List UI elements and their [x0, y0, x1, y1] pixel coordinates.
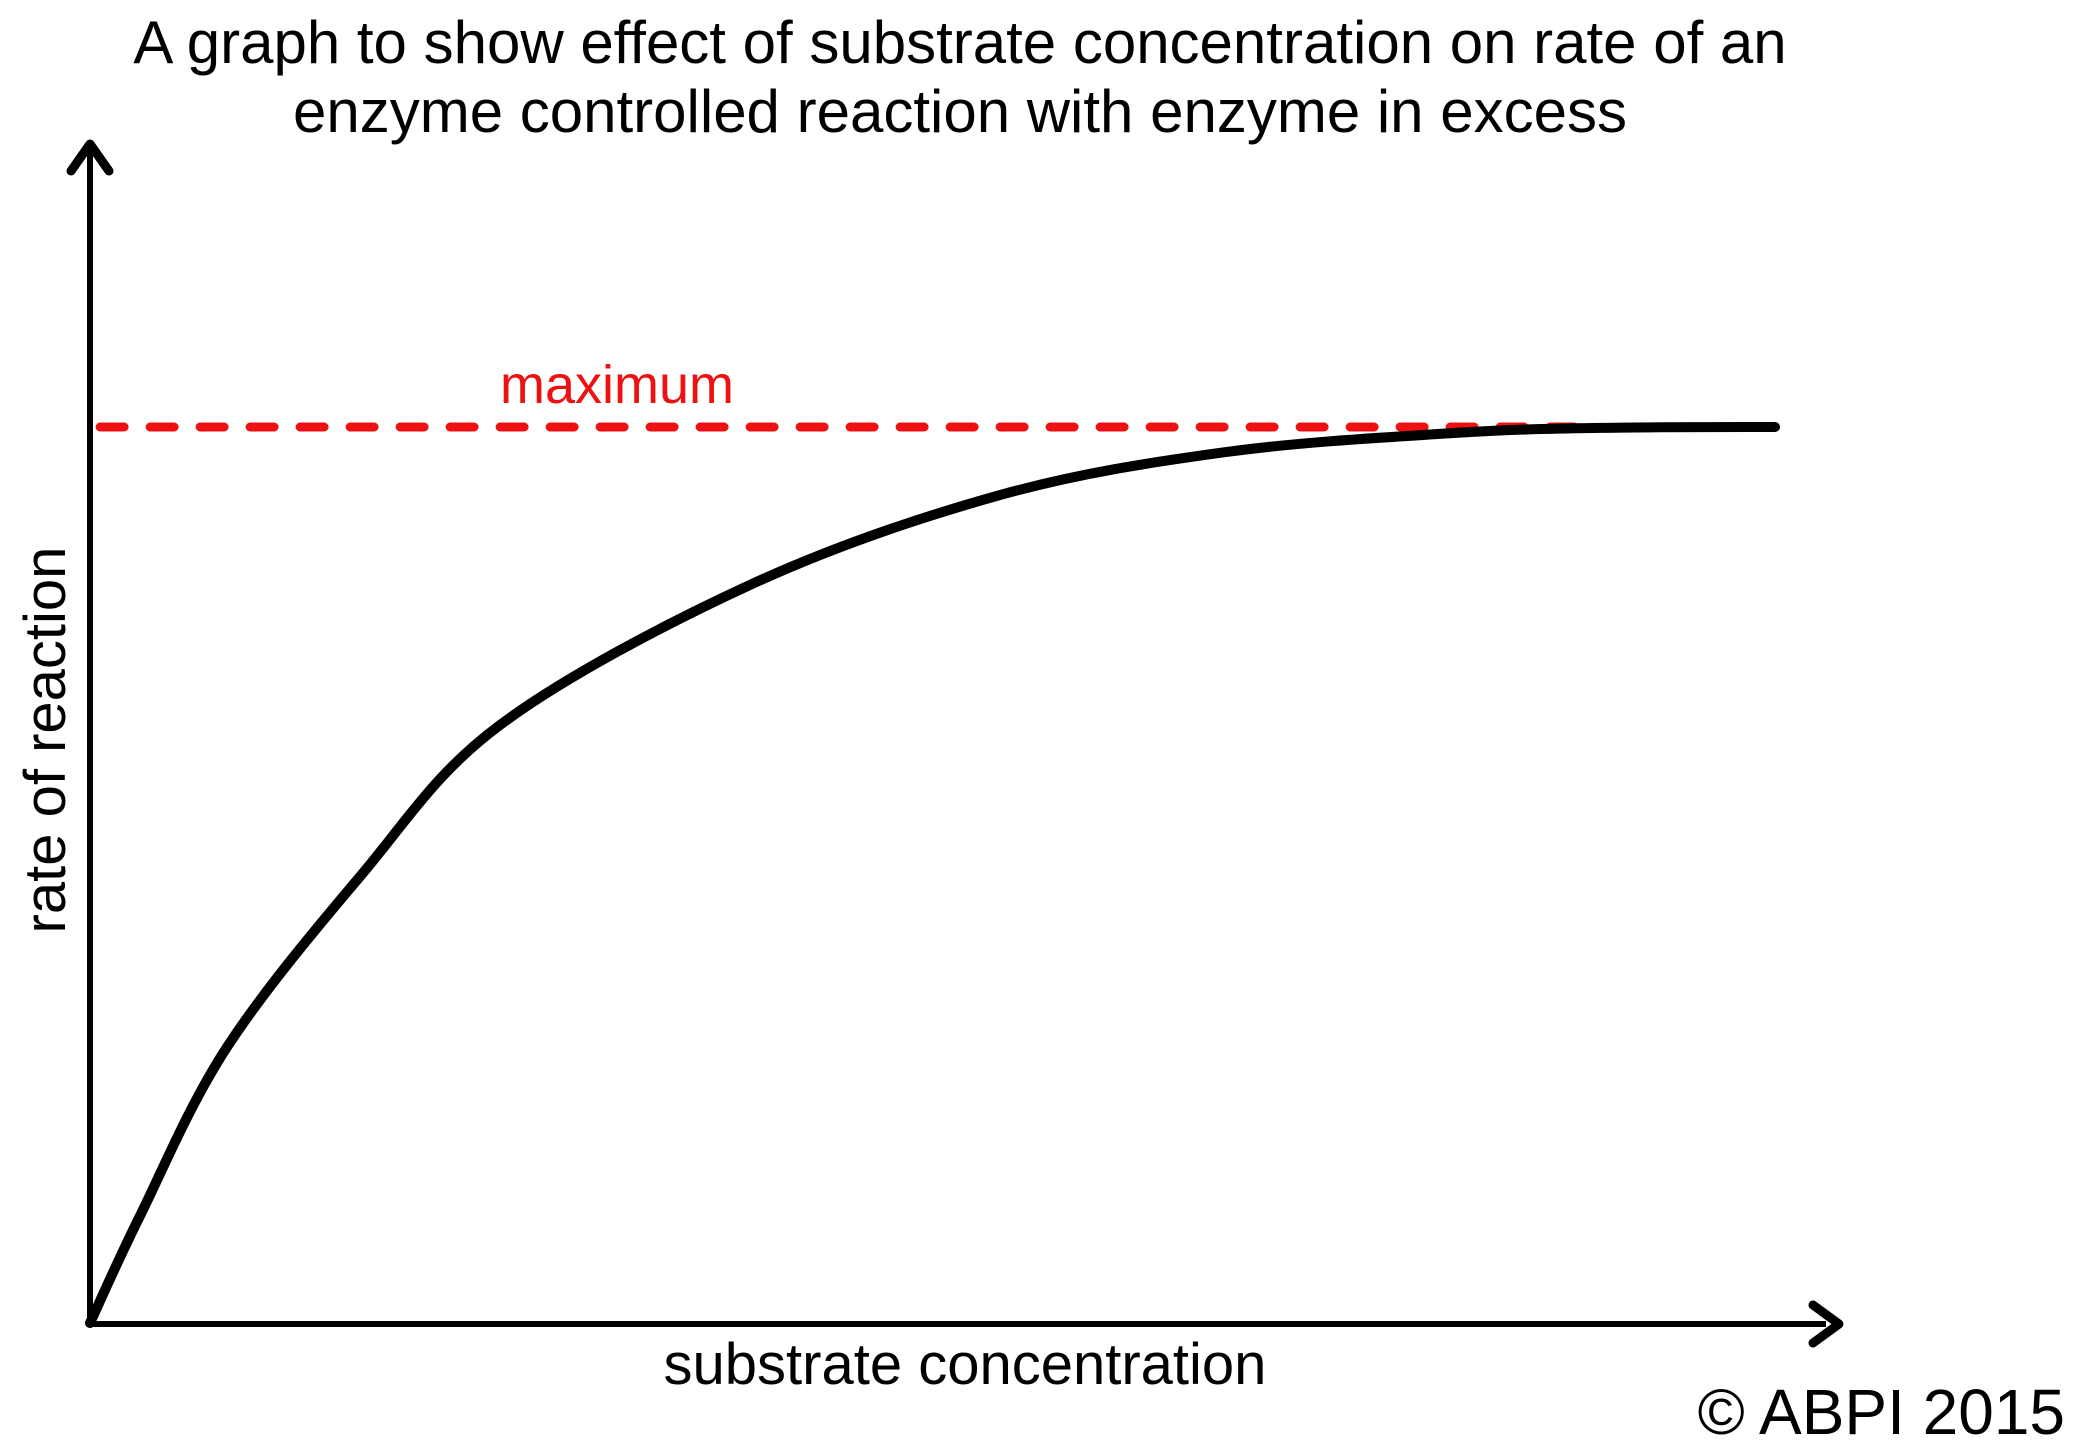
- reaction-rate-curve: [85, 422, 1780, 1328]
- y-axis-label: rate of reaction: [13, 546, 78, 934]
- chart-title-line-1: A graph to show effect of substrate conc…: [133, 9, 1787, 76]
- y-axis-arrowhead-icon: [66, 139, 114, 176]
- chart-title: A graph to show effect of substrate conc…: [0, 8, 1920, 146]
- chart-title-line-2: enzyme controlled reaction with enzyme i…: [293, 78, 1627, 145]
- x-axis-label: substrate concentration: [663, 1332, 1267, 1397]
- maximum-label: maximum: [500, 355, 735, 415]
- copyright-text: © ABPI 2015: [1697, 1376, 2065, 1448]
- x-axis-arrowhead-icon: [1808, 1300, 1844, 1348]
